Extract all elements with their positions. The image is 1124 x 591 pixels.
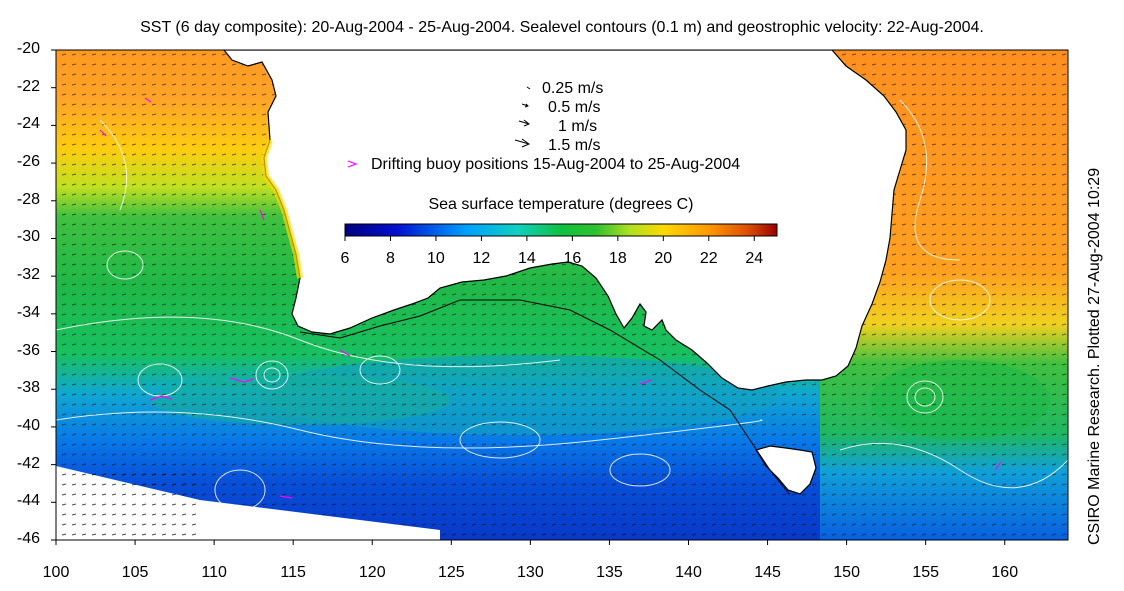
sealevel-contour [459, 421, 541, 459]
y-tick-label: -44 [16, 492, 40, 510]
sealevel-contour [359, 355, 401, 385]
y-tick-label: -40 [16, 416, 40, 434]
colorbar-tick-label: 6 [340, 250, 350, 267]
y-tick-label: -34 [16, 303, 40, 321]
y-tick-label: -32 [16, 266, 40, 284]
buoy-track [259, 209, 265, 221]
buoy-track [149, 395, 173, 401]
continental-shelf [260, 139, 303, 279]
x-tick-label: 110 [201, 564, 227, 581]
y-tick-label: -28 [16, 190, 40, 208]
x-tick-label: 130 [517, 564, 544, 581]
y-tick-label: -24 [16, 115, 40, 133]
x-tick-label: 115 [280, 564, 306, 581]
velocity-no-data [56, 470, 196, 540]
colorbar-tick-label: 22 [699, 250, 718, 267]
sealevel-contour [914, 387, 936, 407]
drifting-buoy-tracks [99, 97, 1002, 499]
buoy-track [339, 349, 351, 357]
velocity-legend-1: 1 m/s [558, 118, 598, 135]
x-tick-label: 105 [121, 564, 149, 581]
velocity-arrow-0.5 [521, 103, 529, 108]
sealevel-contour [263, 367, 281, 383]
sealevel-contour [99, 119, 128, 211]
colorbar-tick-label: 18 [608, 250, 627, 267]
buoy-track [99, 129, 107, 137]
plot-frame [55, 49, 1069, 541]
y-tick-label: -42 [16, 454, 40, 472]
colorbar-tick-marks [344, 236, 755, 241]
sealevel-contour [899, 99, 961, 261]
y-tick-label: -46 [16, 530, 40, 547]
y-tick-label: -30 [16, 228, 40, 246]
sealevel-contour [137, 363, 183, 397]
velocity-arrow-0.25 [526, 86, 531, 90]
x-tick-label: 150 [833, 564, 860, 581]
colorbar-tick-label: 12 [472, 250, 491, 267]
sst-colorbar [344, 223, 778, 237]
colorbar-tick-label: 8 [386, 250, 395, 267]
buoy-track [279, 495, 293, 499]
x-tick-label: 140 [675, 564, 702, 581]
sealevel-contour [929, 279, 991, 321]
y-tick-label: -36 [16, 341, 40, 359]
sealevel-contour [56, 316, 561, 368]
velocity-legend-0.5: 0.5 m/s [548, 99, 601, 116]
map-plot-area [56, 50, 1068, 540]
velocity-legend-1.5: 1.5 m/s [548, 137, 601, 154]
velocity-arrow-1 [518, 119, 530, 127]
colorbar-tick-label: 24 [745, 250, 764, 267]
x-tick-label: 160 [991, 564, 1019, 581]
y-tick-label: -38 [16, 379, 40, 397]
sealevel-contour [255, 360, 289, 390]
shelf-break-line [299, 299, 791, 496]
colorbar-title: Sea surface temperature (degrees C) [428, 196, 694, 213]
x-tick-label: 155 [912, 564, 940, 581]
colorbar-tick-label: 14 [517, 250, 536, 267]
sealevel-contour [609, 453, 671, 487]
y-tick-label: -22 [16, 77, 40, 95]
x-tick-label: 145 [754, 564, 781, 581]
colorbar-tick-label: 10 [427, 250, 445, 267]
colorbar-tick-label: 20 [654, 250, 673, 267]
sealevel-contours [56, 99, 1068, 511]
velocity-legend-0.25: 0.25 m/s [542, 80, 604, 97]
sealevel-contour [56, 411, 763, 449]
x-tick-label: 135 [596, 564, 623, 581]
colorbar-tick-label: 16 [563, 250, 582, 267]
buoy-legend-marker [347, 160, 358, 168]
figure-title: SST (6 day composite): 20-Aug-2004 - 25-… [140, 19, 984, 36]
x-tick-label: 125 [437, 564, 465, 581]
buoy-track [994, 461, 1002, 471]
sealevel-contour [106, 250, 144, 280]
x-tick-label: 100 [42, 564, 70, 581]
tasmania-land [755, 445, 817, 495]
x-tick-label: 120 [358, 564, 386, 581]
y-tick-marks [51, 49, 56, 541]
sealevel-contour [906, 380, 944, 414]
credit-text: CSIRO Marine Research. Plotted 27-Aug-20… [1086, 167, 1103, 545]
buoy-track [229, 377, 255, 383]
buoy-track [639, 379, 653, 385]
buoy-track [144, 97, 152, 103]
velocity-arrow-1.5 [514, 138, 531, 148]
y-tick-label: -20 [16, 40, 40, 57]
x-tick-marks [55, 540, 1006, 545]
y-tick-label: -26 [16, 153, 40, 171]
sealevel-contour [839, 442, 1068, 489]
velocity-scale-arrows [514, 86, 531, 148]
buoy-legend-label: Drifting buoy positions 15-Aug-2004 to 2… [371, 156, 741, 173]
